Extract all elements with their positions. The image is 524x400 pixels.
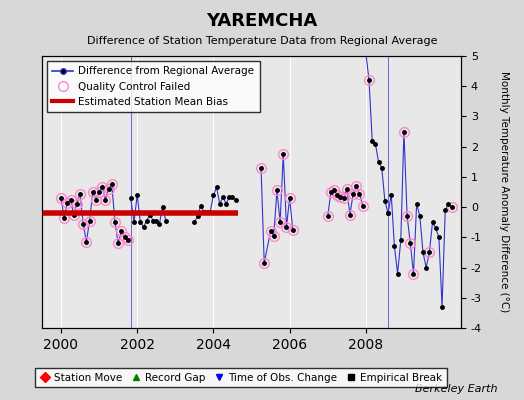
Legend: Station Move, Record Gap, Time of Obs. Change, Empirical Break: Station Move, Record Gap, Time of Obs. C… — [35, 368, 447, 387]
Text: YAREMCHA: YAREMCHA — [206, 12, 318, 30]
Text: Berkeley Earth: Berkeley Earth — [416, 384, 498, 394]
Y-axis label: Monthly Temperature Anomaly Difference (°C): Monthly Temperature Anomaly Difference (… — [499, 71, 509, 313]
Text: Difference of Station Temperature Data from Regional Average: Difference of Station Temperature Data f… — [87, 36, 437, 46]
Legend: Difference from Regional Average, Quality Control Failed, Estimated Station Mean: Difference from Regional Average, Qualit… — [47, 61, 259, 112]
